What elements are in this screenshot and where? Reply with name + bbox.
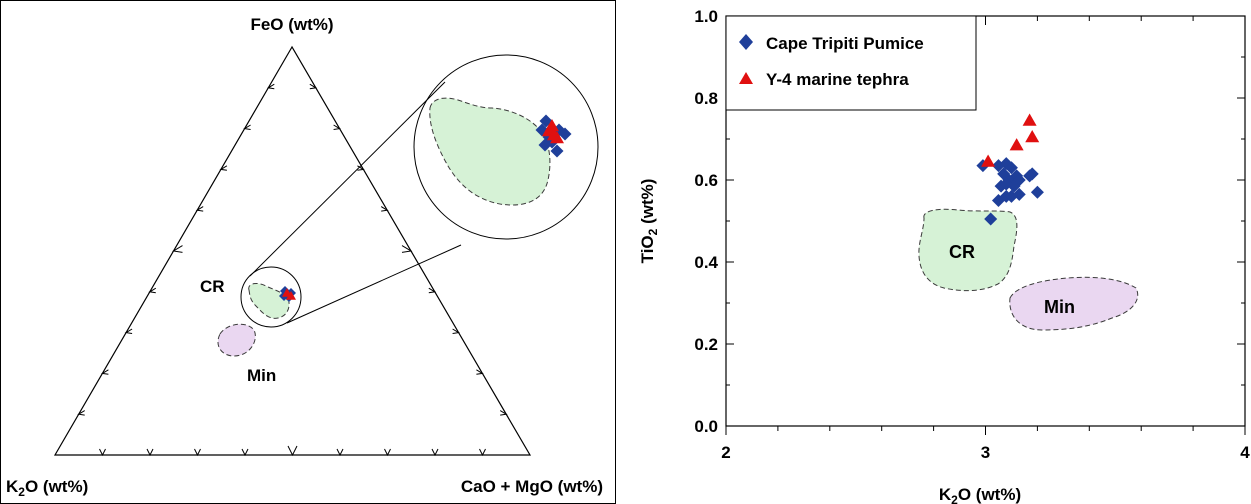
ternary-diagram-panel: FeO (wt%) K2O (wt%) CaO + MgO (wt%) CR M… — [0, 0, 616, 504]
y-tick-label: 0.4 — [694, 253, 718, 272]
min-field-label: Min — [247, 366, 276, 385]
magnified-inset-circle — [413, 54, 599, 240]
y-tick-label: 0.6 — [694, 171, 718, 190]
min-field — [217, 323, 256, 357]
ternary-tick — [287, 445, 298, 457]
legend-entry-cape-tripiti: Cape Tripiti Pumice — [766, 34, 924, 53]
magnifier-connector-lower — [286, 244, 462, 324]
ternary-tick — [476, 369, 484, 375]
ternary-tick — [124, 328, 133, 334]
cape-tripiti-point — [1004, 161, 1018, 175]
cape-tripiti-point — [997, 167, 1011, 181]
x-axis-title: K2O (wt%) — [939, 485, 1021, 504]
x-tick-label: 4 — [1240, 443, 1250, 462]
ternary-tick — [77, 410, 85, 416]
cape-tripiti-point — [991, 194, 1005, 207]
magnifier-connector-upper — [249, 81, 446, 277]
y-tick-label: 0.2 — [694, 335, 718, 354]
tio2-vs-k2o-scatter: 0.0 0.2 0.4 0.6 0.8 1.0 2 3 4 CR Min Cape Tripit… — [638, 7, 1250, 504]
ternary-tick — [499, 410, 508, 416]
ternary-tick — [146, 448, 154, 457]
min-field-label: Min — [1044, 297, 1075, 317]
ternary-tick — [401, 245, 413, 253]
cape-tripiti-point — [1007, 179, 1021, 193]
cr-field — [248, 282, 290, 319]
ternary-tick — [333, 124, 342, 130]
y4-tephra-point — [1009, 138, 1024, 151]
apex-label-right: CaO + MgO (wt%) — [461, 477, 603, 496]
data-points — [976, 113, 1044, 226]
ternary-tick — [266, 83, 275, 90]
cr-field-label: CR — [200, 277, 225, 296]
ternary-ticks — [77, 83, 508, 457]
scatter-plot-panel: 0.0 0.2 0.4 0.6 0.8 1.0 2 3 4 CR Min Cape Tripit… — [622, 0, 1251, 504]
y-tick-label: 0.0 — [694, 417, 718, 436]
min-field — [1009, 276, 1139, 331]
cr-field — [918, 208, 1018, 292]
y4-tephra-point — [1025, 129, 1040, 143]
ternary-tick — [431, 448, 439, 457]
ternary-y4-tephra-point — [286, 291, 296, 300]
inset-cape-tripiti-point — [550, 144, 564, 158]
ternary-tick — [243, 124, 251, 130]
ternary-sample-markers — [279, 114, 572, 302]
ternary-tick — [479, 448, 486, 457]
legend-entry-y4-tephra: Y-4 marine tephra — [766, 70, 909, 89]
ternary-frame — [0, 0, 616, 504]
ternary-tick — [241, 448, 249, 457]
cape-tripiti-point — [1023, 169, 1037, 183]
cr-field-label: CR — [949, 242, 975, 262]
y-tick-label: 1.0 — [694, 7, 718, 26]
ternary-tick — [194, 448, 201, 457]
inset-y4-tephra-point — [547, 128, 561, 141]
apex-label-top: FeO (wt%) — [250, 15, 333, 34]
apex-label-left: K2O (wt%) — [6, 477, 88, 499]
inset-cr-field — [429, 97, 551, 206]
legend: Cape Tripiti Pumice Y-4 marine tephra — [725, 15, 977, 111]
ternary-tick — [452, 328, 461, 334]
y-tick-label: 0.8 — [694, 89, 718, 108]
cape-tripiti-point — [984, 212, 998, 226]
ternary-tick — [195, 206, 204, 212]
ternary-tick — [428, 287, 437, 294]
y4-tephra-point — [1022, 113, 1037, 126]
ternary-tick — [380, 206, 389, 212]
ternary-tick — [219, 165, 228, 171]
y4-tephra-point — [981, 154, 996, 167]
ternary-tick — [148, 287, 157, 294]
ternary-tick — [100, 369, 109, 375]
cape-tripiti-point — [1030, 185, 1044, 199]
axis-ticks: 0.0 0.2 0.4 0.6 0.8 1.0 2 3 4 — [694, 7, 1250, 462]
x-tick-label: 3 — [981, 443, 990, 462]
ternary-tick — [99, 448, 106, 457]
magnifier-circle-small — [240, 266, 302, 328]
ternary-tick — [384, 448, 391, 457]
ternary-diagram: FeO (wt%) K2O (wt%) CaO + MgO (wt%) CR M… — [0, 0, 616, 504]
ternary-tick — [336, 448, 344, 457]
ternary-tick — [172, 245, 183, 253]
legend-box — [725, 15, 977, 111]
y-axis-title: TiO2 (wt%) — [638, 179, 660, 264]
x-tick-label: 2 — [721, 443, 730, 462]
legend-diamond-icon — [739, 34, 753, 50]
cape-tripiti-point — [1004, 189, 1018, 203]
legend-triangle-icon — [739, 72, 753, 84]
ternary-tick — [309, 83, 318, 90]
